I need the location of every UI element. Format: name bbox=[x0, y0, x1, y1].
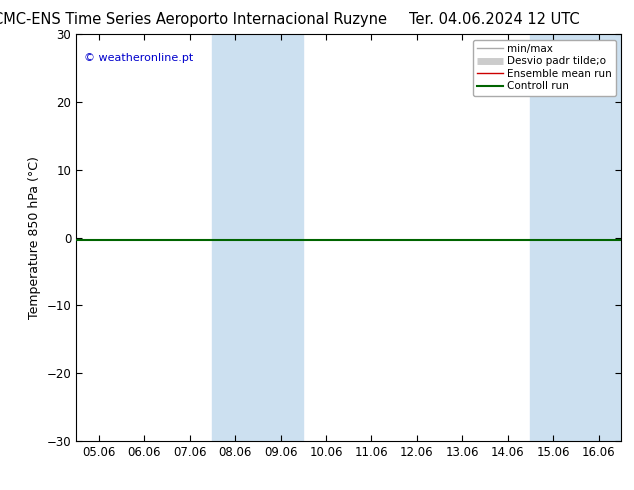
Text: CMC-ENS Time Series Aeroporto Internacional Ruzyne: CMC-ENS Time Series Aeroporto Internacio… bbox=[0, 12, 387, 27]
Bar bbox=[531, 34, 621, 441]
Bar bbox=[212, 34, 303, 441]
Text: © weatheronline.pt: © weatheronline.pt bbox=[84, 52, 193, 63]
Legend: min/max, Desvio padr tilde;o, Ensemble mean run, Controll run: min/max, Desvio padr tilde;o, Ensemble m… bbox=[473, 40, 616, 96]
Y-axis label: Temperature 850 hPa (°C): Temperature 850 hPa (°C) bbox=[28, 156, 41, 319]
Text: Ter. 04.06.2024 12 UTC: Ter. 04.06.2024 12 UTC bbox=[409, 12, 580, 27]
